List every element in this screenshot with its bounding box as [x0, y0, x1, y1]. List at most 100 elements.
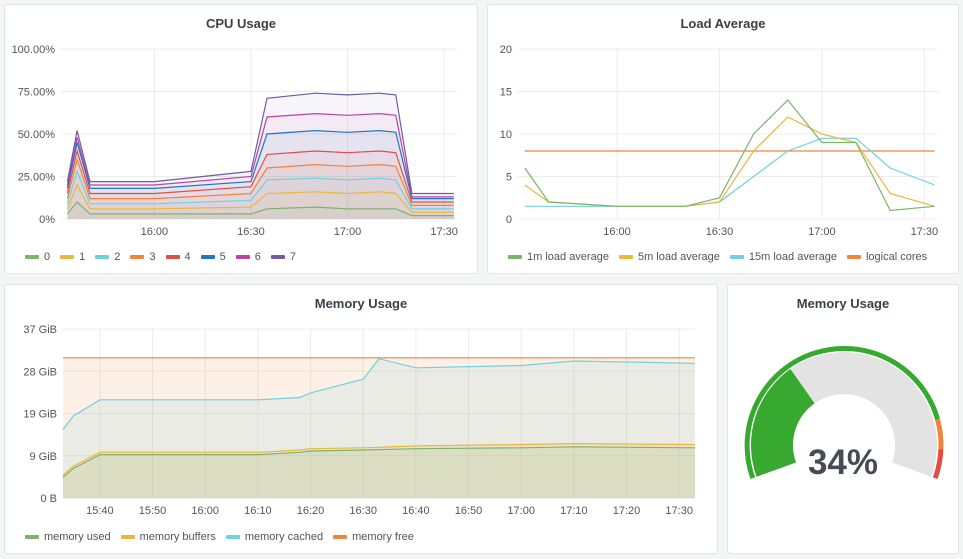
y-tick-label: 28 GiB [23, 366, 57, 378]
legend-label: 0 [44, 251, 51, 263]
series-line-1m-load-average [524, 99, 935, 212]
memory-gauge-panel: Memory Usage 34% [727, 284, 959, 554]
series-line-15m-load-average [524, 137, 935, 207]
y-tick-label: 75.00% [18, 87, 56, 99]
x-tick-label: 15:40 [86, 505, 114, 517]
series-area-3 [67, 159, 454, 219]
y-tick-label: 0 B [40, 493, 57, 505]
legend-swatch [120, 535, 135, 539]
gauge-threshold-crit [932, 448, 944, 480]
y-tick-label: 9 GiB [29, 451, 57, 463]
x-tick-label: 17:30 [911, 226, 939, 238]
legend-swatch [60, 255, 75, 259]
legend-label: memory used [44, 531, 111, 543]
legend-item[interactable]: 7 [270, 251, 296, 263]
panel-title: Memory Usage [796, 296, 890, 311]
panel-title: Memory Usage [314, 296, 408, 311]
legend-swatch [25, 535, 39, 539]
x-tick-label: 17:20 [613, 505, 641, 517]
legend-label: 15m load average [748, 251, 837, 263]
load-legend: 1m load average 5m load average 15m load a… [508, 251, 937, 263]
legend-item[interactable]: memory buffers [120, 531, 216, 543]
legend-label: logical cores [865, 251, 928, 263]
series-line-memory-buffers [62, 442, 696, 476]
load-average-chart: 20 15 10 5 0 16:00 16:30 17:00 17:30 [500, 44, 939, 238]
series-line-memory-used [62, 446, 696, 478]
series-line-3 [66, 157, 454, 206]
y-tick-label: 10 [500, 129, 512, 141]
legend-item[interactable]: 5m load average [618, 251, 720, 263]
legend-swatch [225, 535, 240, 539]
legend-item[interactable]: memory used [25, 531, 111, 543]
x-tick-label: 17:30 [665, 505, 693, 517]
series-area-memory-used [63, 446, 695, 498]
x-tick-label: 17:30 [430, 226, 458, 238]
legend-item[interactable]: 5 [200, 251, 226, 263]
memory-usage-panel: Memory Usage 37 GiB 28 GiB 19 GiB 9 GiB 0 B 1… [4, 284, 718, 554]
memory-gauge [744, 346, 944, 480]
legend-item[interactable]: 4 [165, 251, 191, 263]
series-area-memory-free [63, 357, 695, 498]
x-tick-label: 16:50 [455, 505, 483, 517]
panel-title: CPU Usage [205, 16, 277, 31]
legend-item[interactable]: 1 [60, 251, 85, 263]
cpu-legend: 0 1 2 3 4 5 6 7 [25, 251, 306, 263]
x-tick-label: 17:00 [334, 226, 362, 238]
x-tick-label: 16:00 [191, 505, 219, 517]
series-line-5m-load-average [524, 116, 935, 207]
series-line-4 [66, 148, 454, 203]
legend-swatch [165, 255, 180, 259]
legend-swatch [846, 255, 861, 259]
legend-swatch [618, 255, 633, 259]
memory-usage-chart: 37 GiB 28 GiB 19 GiB 9 GiB 0 B 15:40 15:50 16:0… [23, 324, 696, 517]
legend-item[interactable]: 15m load average [729, 251, 837, 263]
legend-item[interactable]: memory free [333, 531, 414, 543]
series-line-memory-cached [62, 358, 696, 430]
gauge-threshold-warn [935, 418, 944, 450]
legend-label: 5 [219, 251, 226, 263]
legend-item[interactable]: logical cores [846, 251, 928, 263]
legend-label: 1m load average [527, 251, 609, 263]
x-tick-label: 16:30 [349, 505, 377, 517]
legend-label: 4 [184, 251, 191, 263]
series-line-0 [66, 201, 454, 217]
x-tick-label: 15:50 [139, 505, 167, 517]
legend-label: memory buffers [139, 531, 216, 543]
y-tick-label: 5 [506, 172, 512, 184]
series-line-5 [66, 129, 454, 200]
legend-label: memory free [352, 531, 414, 543]
legend-label: 7 [289, 251, 296, 263]
x-tick-label: 16:30 [237, 226, 265, 238]
x-tick-label: 16:40 [402, 505, 430, 517]
legend-swatch [200, 255, 215, 259]
x-tick-label: 16:00 [603, 226, 631, 238]
y-tick-label: 25.00% [18, 172, 56, 184]
legend-item[interactable]: 2 [95, 251, 120, 263]
legend-item[interactable]: 1m load average [508, 251, 609, 263]
series-area-memory-cached [63, 358, 695, 498]
x-tick-label: 17:10 [560, 505, 588, 517]
legend-swatch [270, 255, 285, 259]
series-area-2 [67, 171, 454, 219]
legend-item[interactable]: 6 [235, 251, 261, 263]
gauge-threshold-ok [744, 346, 941, 480]
legend-swatch [235, 255, 250, 259]
x-tick-label: 17:00 [808, 226, 836, 238]
legend-label: 1 [79, 251, 86, 263]
x-tick-label: 17:00 [507, 505, 535, 517]
series-line-7 [66, 92, 454, 195]
series-area-0 [67, 202, 454, 219]
panel-title: Load Average [680, 16, 766, 31]
y-tick-label: 100.00% [12, 44, 56, 56]
series-line-1 [66, 183, 454, 213]
series-line-2 [66, 169, 454, 210]
legend-item[interactable]: 3 [130, 251, 156, 263]
cpu-usage-panel: CPU Usage 100.00% 75.00% 50.00% 25.00% 0% 16:… [4, 4, 478, 274]
legend-swatch [130, 255, 145, 259]
x-tick-label: 16:10 [244, 505, 272, 517]
legend-item[interactable]: memory cached [225, 531, 323, 543]
legend-swatch [508, 255, 522, 259]
legend-label: 5m load average [637, 251, 720, 263]
legend-item[interactable]: 0 [25, 251, 50, 263]
legend-label: 3 [149, 251, 156, 263]
